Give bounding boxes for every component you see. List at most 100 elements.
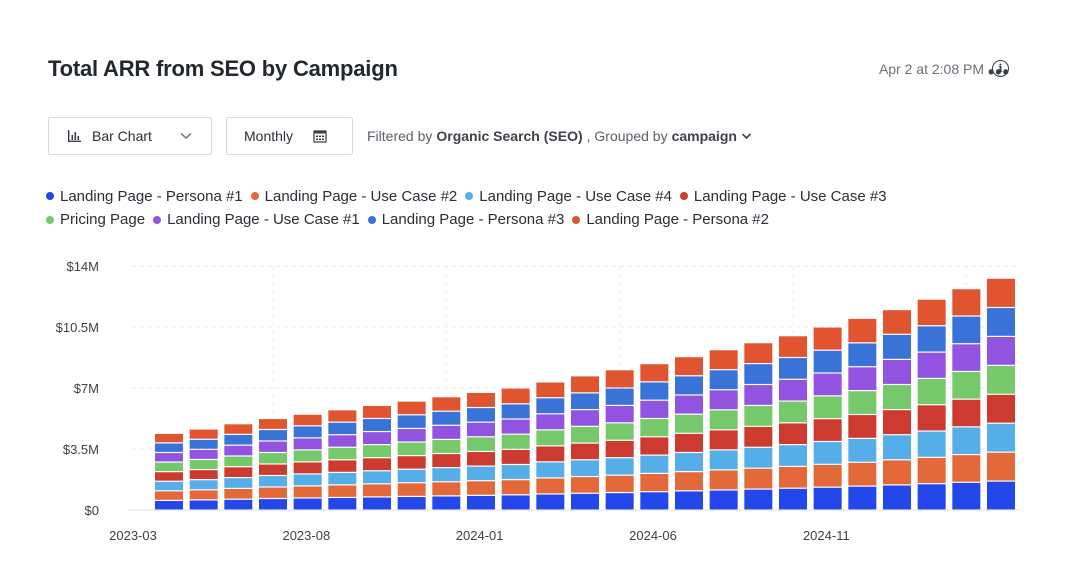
bar-segment (189, 429, 218, 439)
y-tick-label: $14M (66, 259, 99, 274)
y-tick-label: $3.5M (63, 442, 99, 457)
bar-segment (397, 456, 426, 469)
bar-segment (640, 455, 669, 473)
bar-segment (397, 429, 426, 442)
bar-segment (917, 457, 946, 484)
bar-segment (605, 440, 634, 458)
bar-segment (501, 419, 530, 434)
bar-segment (155, 481, 183, 491)
group-value: campaign (671, 128, 737, 144)
bar-segment (779, 467, 807, 488)
legend-item[interactable]: Landing Page - Use Case #2 (250, 185, 458, 208)
bar-segment (536, 398, 565, 414)
legend-dot (250, 192, 259, 200)
last-updated-timestamp: Apr 2 at 2:08 PM (878, 60, 984, 77)
legend-item[interactable]: Landing Page - Use Case #1 (153, 208, 360, 231)
bar-segment (605, 370, 634, 388)
bar-segment (189, 490, 218, 500)
bar-segment (917, 379, 946, 405)
bar-segment (293, 450, 322, 462)
bar-segment (917, 326, 946, 352)
page-title: Total ARR from SEO by Campaign (48, 56, 398, 81)
y-tick-label: $0 (85, 503, 99, 518)
legend-item[interactable]: Landing Page - Persona #2 (572, 208, 769, 231)
bar-segment (813, 442, 842, 464)
bar-segment (744, 489, 773, 510)
bar-segment (224, 467, 253, 477)
bar-segment (917, 431, 946, 457)
bar-segment (293, 474, 322, 486)
bar-segment (744, 468, 773, 489)
legend-label: Landing Page - Persona #1 (60, 187, 243, 205)
legend-label: Landing Page - Persona #2 (586, 211, 769, 228)
period-dropdown[interactable]: Monthly (226, 117, 353, 155)
bar-segment (467, 437, 495, 451)
bar-segment (813, 487, 842, 510)
bar-segment (536, 494, 565, 510)
bar-segment (363, 432, 391, 445)
more-horizontal-icon[interactable]: ••• (988, 62, 1010, 82)
bar-segment (293, 498, 322, 510)
bar-segment (605, 458, 634, 475)
bar-segment (883, 310, 911, 334)
bar-segment (813, 327, 842, 350)
bar-segment (571, 426, 599, 443)
x-tick-label: 2023-08 (282, 528, 330, 543)
bar-segment (640, 419, 669, 437)
bar-segment (917, 299, 946, 326)
bar-segment (432, 440, 461, 453)
bar-segment (571, 493, 599, 510)
bar-segment (605, 423, 634, 440)
bar-segment (155, 453, 183, 462)
bar-segment (155, 491, 183, 500)
bar-segment (744, 426, 773, 447)
bar-segment (779, 423, 807, 445)
bar-segment (848, 343, 877, 367)
bar-segment (952, 482, 981, 510)
legend-item[interactable]: Landing Page - Persona #1 (46, 185, 243, 208)
filter-value: Organic Search (SEO) (436, 128, 583, 144)
bar-segment (293, 486, 322, 498)
bar-segment (640, 437, 669, 455)
bar-segment (536, 430, 565, 446)
info-icon[interactable]: i (992, 60, 1009, 77)
chart-legend: Landing Page - Persona #1 Landing Page - … (46, 184, 1046, 231)
bar-segment (536, 382, 565, 398)
bar-segment (987, 423, 1015, 452)
bar-segment (744, 447, 773, 468)
legend-item[interactable]: Pricing Page (46, 208, 145, 231)
bar-segment (432, 425, 461, 439)
bar-segment (848, 367, 877, 391)
legend-item[interactable]: Landing Page - Persona #3 (367, 208, 564, 231)
filter-summary[interactable]: Filtered by Organic Search (SEO), Groupe… (367, 128, 752, 144)
chart-type-dropdown[interactable]: Bar Chart (48, 117, 212, 155)
bar-segment (675, 433, 703, 452)
group-prefix: , Grouped by (586, 128, 668, 144)
x-tick-label: 2024-11 (803, 528, 850, 543)
bar-segment (259, 476, 287, 487)
bar-segment (432, 468, 461, 482)
bar-segment (987, 308, 1015, 336)
bar-segment (155, 462, 183, 472)
bar-segment (432, 482, 461, 496)
bar-segment (536, 414, 565, 430)
legend-label: Landing Page - Use Case #3 (693, 187, 887, 205)
calendar-icon (313, 130, 327, 143)
bar-segment (883, 485, 911, 510)
legend-dot (46, 192, 54, 200)
legend-label: Landing Page - Use Case #2 (264, 187, 458, 205)
bar-segment (467, 481, 495, 495)
bar-segment (605, 406, 634, 423)
bar-segment (363, 471, 391, 484)
bar-segment (952, 399, 981, 427)
bar-segment (224, 456, 253, 467)
bar-segment (779, 445, 807, 466)
bar-segment (883, 410, 911, 435)
bar-segment (467, 422, 495, 437)
bar-segment (987, 394, 1015, 423)
legend-item[interactable]: Landing Page - Use Case #4 (465, 185, 672, 208)
y-tick-label: $10.5M (56, 320, 99, 335)
bar-segment (467, 408, 495, 422)
y-tick-label: $7M (74, 381, 99, 396)
legend-item[interactable]: Landing Page - Use Case #3 (679, 185, 887, 208)
